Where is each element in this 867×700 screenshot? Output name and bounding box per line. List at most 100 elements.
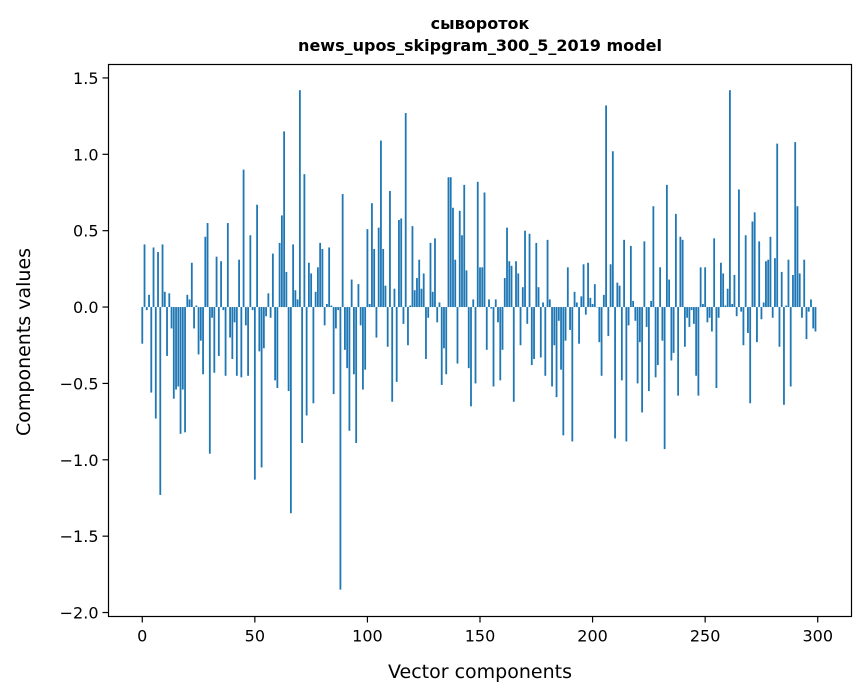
bar-component-210	[614, 307, 616, 438]
bar-component-151	[481, 267, 483, 307]
bar-component-70	[299, 90, 301, 307]
bar-component-61	[279, 243, 281, 307]
bar-component-29	[207, 223, 209, 307]
bar-component-92	[349, 307, 351, 431]
bar-component-265	[738, 189, 740, 307]
bar-component-205	[603, 295, 605, 307]
bar-component-276	[763, 302, 765, 307]
bar-component-221	[639, 307, 641, 342]
bar-component-194	[578, 307, 580, 344]
bar-component-121	[414, 290, 416, 307]
bar-component-19	[184, 307, 186, 432]
bar-component-84	[330, 306, 332, 308]
bar-component-46	[245, 307, 247, 325]
bar-component-105	[378, 228, 380, 307]
bar-component-275	[761, 307, 763, 319]
bar-component-25	[198, 307, 200, 354]
bar-component-24	[195, 306, 197, 308]
bar-component-114	[398, 220, 400, 307]
bar-component-284	[781, 272, 783, 307]
bar-component-44	[240, 307, 242, 377]
bar-component-208	[610, 264, 612, 307]
bar-component-18	[182, 307, 184, 389]
bar-component-81	[324, 307, 326, 325]
bar-component-145	[468, 307, 470, 368]
bar-component-34	[218, 307, 220, 356]
bar-component-293	[801, 307, 803, 318]
bar-component-164	[511, 266, 513, 307]
bar-component-43	[238, 260, 240, 307]
bar-component-189	[567, 267, 569, 307]
bar-component-17	[180, 307, 182, 434]
bar-component-263	[734, 275, 736, 307]
bar-component-36	[222, 307, 224, 310]
bar-component-72	[303, 174, 305, 307]
bar-component-20	[186, 295, 188, 307]
y-tick-label: −0.5	[60, 374, 99, 393]
bar-component-258	[722, 273, 724, 307]
bar-component-30	[209, 307, 211, 454]
bar-component-266	[740, 307, 742, 312]
bar-component-57	[270, 307, 272, 318]
bar-component-256	[718, 307, 720, 318]
bar-component-113	[396, 307, 398, 382]
bar-component-289	[792, 275, 794, 307]
bar-component-133	[441, 307, 443, 385]
bar-component-16	[177, 307, 179, 386]
bar-component-222	[641, 307, 643, 412]
bar-component-48	[249, 235, 251, 307]
bar-component-39	[229, 307, 231, 338]
bar-component-224	[646, 307, 648, 327]
bar-component-161	[504, 278, 506, 307]
bar-component-233	[666, 185, 668, 307]
bar-component-213	[621, 307, 623, 380]
bar-component-64	[285, 272, 287, 307]
bar-component-1	[144, 244, 146, 307]
bar-component-244	[691, 307, 693, 310]
bar-component-82	[326, 304, 328, 307]
bar-component-218	[632, 301, 634, 307]
bar-component-190	[569, 307, 571, 330]
bar-component-274	[758, 241, 760, 307]
bar-component-143	[463, 185, 465, 307]
bar-component-183	[553, 307, 555, 345]
bar-component-88	[340, 307, 342, 590]
bar-component-69	[297, 299, 299, 307]
bar-component-45	[243, 170, 245, 307]
bar-component-66	[290, 307, 292, 513]
bar-component-140	[457, 307, 459, 364]
bar-component-296	[808, 307, 810, 312]
bar-component-154	[488, 299, 490, 307]
bar-component-199	[589, 298, 591, 307]
bar-component-251	[707, 307, 709, 322]
bar-component-21	[189, 299, 191, 307]
bar-component-207	[607, 307, 609, 336]
bar-component-116	[403, 307, 405, 324]
bar-component-219	[634, 307, 636, 321]
y-tick-label: 0.5	[73, 222, 98, 241]
bar-component-290	[794, 142, 796, 307]
bar-component-77	[315, 292, 317, 307]
bar-component-214	[623, 240, 625, 307]
bar-component-155	[490, 307, 492, 309]
bar-component-248	[700, 267, 702, 307]
bar-component-264	[736, 307, 738, 316]
bar-component-47	[247, 307, 249, 376]
bar-component-261	[729, 90, 731, 307]
bar-component-80	[321, 249, 323, 307]
bar-component-91	[346, 307, 348, 368]
bar-component-120	[412, 226, 414, 307]
bar-component-9	[162, 244, 164, 307]
x-tick-label: 200	[577, 627, 608, 646]
bar-component-35	[220, 261, 222, 307]
bar-component-236	[673, 307, 675, 353]
bar-component-186	[560, 307, 562, 370]
bar-component-242	[686, 307, 688, 318]
bar-component-56	[267, 293, 269, 307]
bar-component-50	[254, 307, 256, 480]
bar-component-62	[281, 215, 283, 307]
bar-component-13	[171, 307, 173, 328]
y-axis-label: Components values	[13, 248, 35, 436]
bar-component-206	[605, 105, 607, 307]
bar-component-279	[770, 237, 772, 307]
